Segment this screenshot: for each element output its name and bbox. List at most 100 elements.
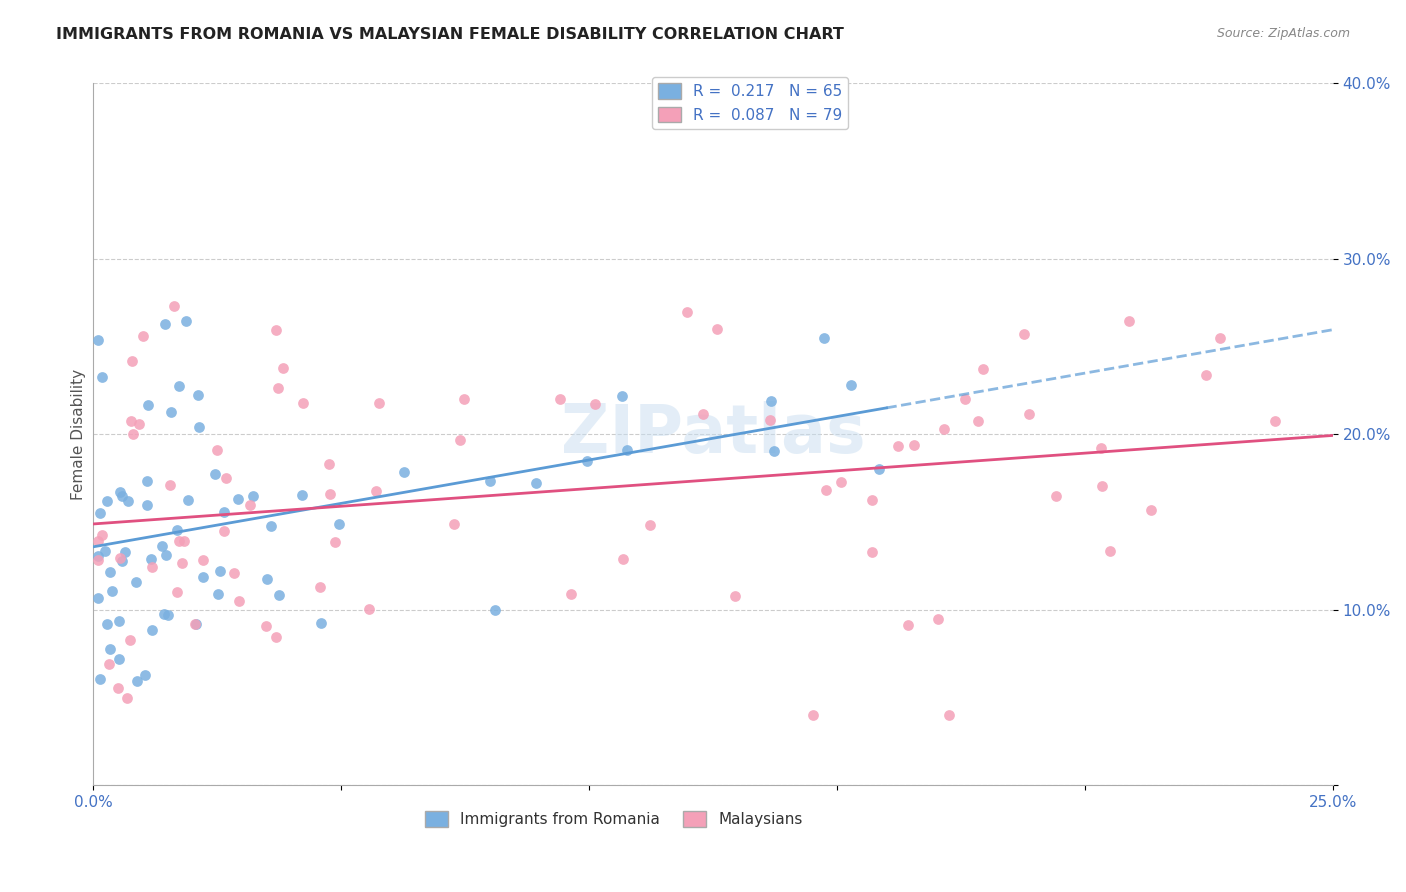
Point [1098,544,1121,558]
Point [449,434,471,448]
Point [761,393,783,408]
Text: IMMIGRANTS FROM ROMANIA VS MALAYSIAN FEMALE DISABILITY CORRELATION CHART: IMMIGRANTS FROM ROMANIA VS MALAYSIAN FEM… [56,27,844,42]
Point [267,588,290,602]
Point [1018,408,1040,422]
Point [156,607,179,622]
Point [120,414,142,428]
Point [87,534,110,549]
Point [224,566,246,581]
Point [1264,414,1286,428]
Point [271,360,294,375]
Point [934,422,956,436]
Point [159,477,181,491]
Point [96,493,118,508]
Point [484,603,506,617]
Point [89,672,111,686]
Point [170,557,193,571]
Point [453,392,475,407]
Point [803,707,825,722]
Point [478,474,501,488]
Point [111,554,134,568]
Point [87,591,110,605]
Point [612,389,634,403]
Point [860,545,883,559]
Point [141,623,163,637]
Point [640,517,662,532]
Point [135,499,157,513]
Point [560,587,582,601]
Point [167,379,190,393]
Point [897,618,920,632]
Point [97,657,120,671]
Point [128,417,150,431]
Point [191,553,214,567]
Point [135,474,157,488]
Point [131,329,153,343]
Point [136,398,159,412]
Point [443,516,465,531]
Point [1012,327,1035,342]
Point [101,584,124,599]
Point [706,321,728,335]
Point [166,523,188,537]
Point [972,362,994,376]
Point [166,585,188,599]
Point [187,388,209,402]
Point [724,589,747,603]
Point [125,674,148,689]
Point [91,369,114,384]
Point [134,668,156,682]
Point [184,617,207,632]
Point [524,475,547,490]
Point [309,615,332,630]
Point [612,551,634,566]
Point [676,305,699,319]
Point [108,652,131,666]
Point [121,426,143,441]
Point [887,439,910,453]
Point [96,617,118,632]
Point [903,438,925,452]
Point [260,518,283,533]
Point [927,612,949,626]
Point [616,442,638,457]
Point [114,545,136,559]
Point [163,299,186,313]
Point [124,575,146,590]
Point [176,314,198,328]
Point [938,707,960,722]
Point [150,539,173,553]
Legend: Immigrants from Romania, Malaysians: Immigrants from Romania, Malaysians [419,805,808,834]
Point [188,420,211,434]
Point [89,506,111,520]
Point [108,551,131,566]
Point [759,413,782,427]
Point [1091,479,1114,493]
Point [1118,314,1140,328]
Point [309,580,332,594]
Point [214,505,236,519]
Point [763,443,786,458]
Point [267,381,290,395]
Point [117,494,139,508]
Point [692,407,714,421]
Point [291,396,314,410]
Point [357,601,380,615]
Point [173,533,195,548]
Point [115,691,138,706]
Point [323,534,346,549]
Point [239,498,262,512]
Point [364,484,387,499]
Point [108,615,131,629]
Point [141,560,163,574]
Point [815,483,838,497]
Point [226,492,249,507]
Point [160,405,183,419]
Point [141,552,163,566]
Point [1140,503,1163,517]
Point [254,619,277,633]
Point [205,443,228,458]
Point [93,544,115,558]
Point [184,616,207,631]
Point [87,552,110,566]
